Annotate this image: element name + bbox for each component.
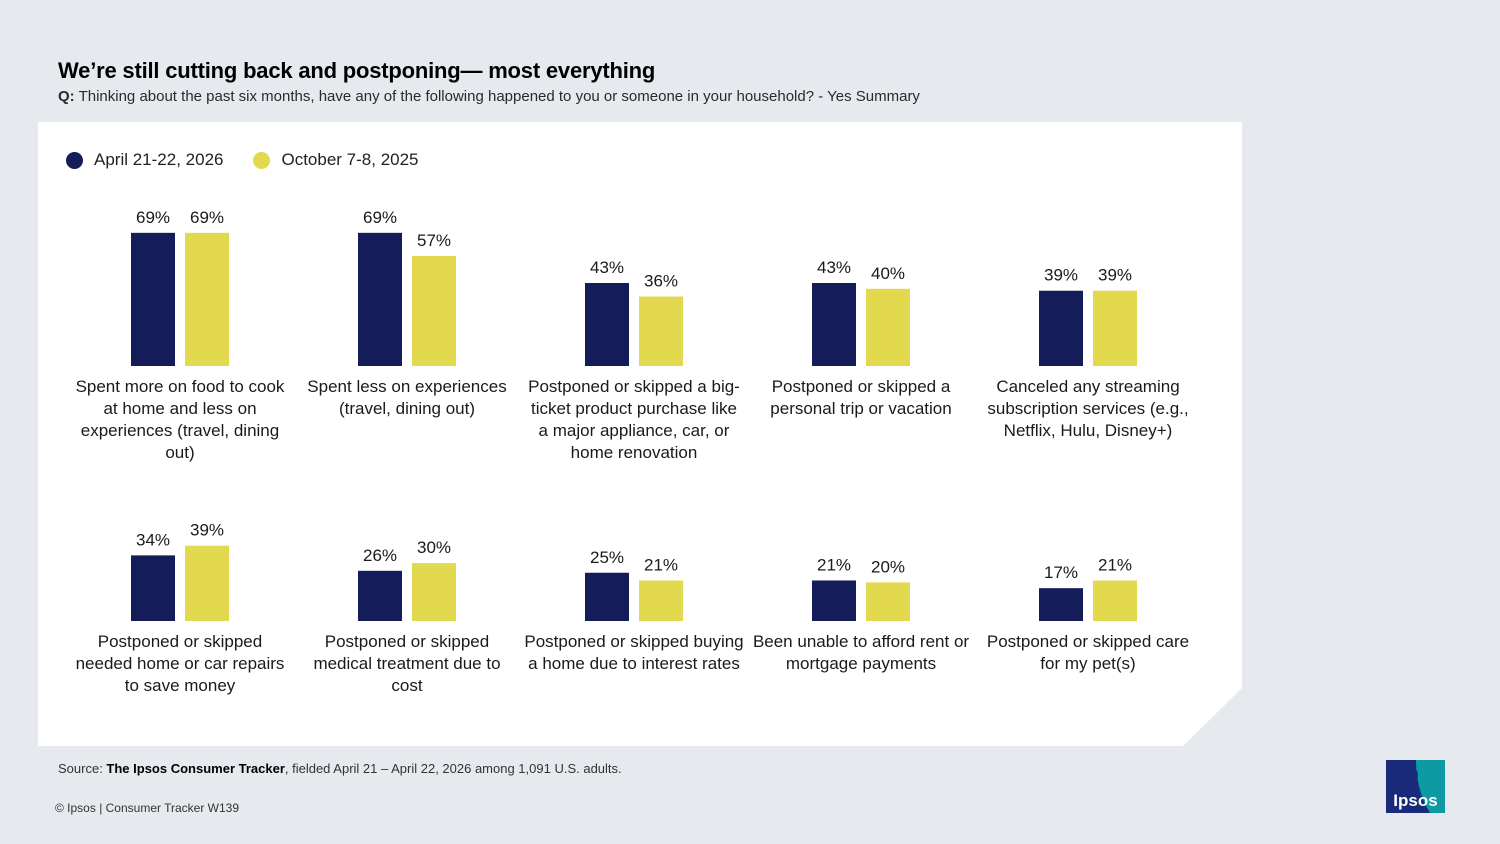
bar-october-7-8-2025-7: [412, 563, 456, 621]
source-name: The Ipsos Consumer Tracker: [106, 761, 285, 776]
bar-april-21-22-2026-3: [585, 283, 629, 366]
bar-october-7-8-2025-9: [866, 582, 910, 621]
data-label-april-21-22-2026-4: 43%: [817, 258, 851, 277]
bar-april-21-22-2026-2: [358, 232, 402, 366]
bar-april-21-22-2026-7: [358, 570, 402, 621]
chart-legend: April 21-22, 2026 October 7-8, 2025: [66, 148, 449, 172]
category-label-3: Postponed or skipped a big-ticket produc…: [528, 377, 740, 462]
bar-april-21-22-2026-6: [131, 555, 175, 621]
question-label: Q:: [58, 88, 75, 105]
chart-panel: [38, 122, 1242, 746]
category-label-10: Postponed or skipped care for my pet(s): [986, 632, 1190, 673]
data-label-april-21-22-2026-7: 26%: [363, 546, 397, 565]
bar-october-7-8-2025-4: [866, 288, 910, 366]
bar-october-7-8-2025-8: [639, 580, 683, 621]
data-label-april-21-22-2026-5: 39%: [1044, 266, 1078, 285]
bar-april-21-22-2026-9: [812, 580, 856, 621]
question-body: Thinking about the past six months, have…: [78, 88, 920, 105]
bar-october-7-8-2025-3: [639, 296, 683, 366]
data-label-april-21-22-2026-9: 21%: [817, 555, 851, 574]
source-suffix: , fielded April 21 – April 22, 2026 amon…: [284, 761, 622, 776]
category-label-2: Spent less on experiences (travel, dinin…: [307, 377, 507, 418]
bar-october-7-8-2025-1: [185, 232, 229, 366]
bar-april-21-22-2026-10: [1039, 588, 1083, 621]
data-label-october-7-8-2025-3: 36%: [644, 272, 678, 291]
source-prefix: Source:: [58, 761, 107, 776]
bar-april-21-22-2026-8: [585, 572, 629, 621]
data-label-april-21-22-2026-6: 34%: [136, 530, 170, 549]
data-label-april-21-22-2026-8: 25%: [590, 548, 624, 567]
bar-october-7-8-2025-5: [1093, 290, 1137, 366]
category-label-7: Postponed or skipped medical treatment d…: [313, 632, 501, 695]
data-label-october-7-8-2025-2: 57%: [417, 231, 451, 250]
data-label-october-7-8-2025-8: 21%: [644, 555, 678, 574]
logo-text: Ipsos: [1393, 791, 1437, 810]
legend-dot-2026: [66, 151, 83, 169]
source-note: Source: The Ipsos Consumer Tracker, fiel…: [58, 761, 622, 776]
legend-item-2026: April 21-22, 2026: [66, 150, 223, 170]
category-label-1: Spent more on food to cook at home and l…: [75, 377, 285, 462]
data-label-october-7-8-2025-6: 39%: [190, 521, 224, 540]
bar-april-21-22-2026-1: [131, 232, 175, 366]
category-label-6: Postponed or skipped needed home or car …: [75, 632, 285, 695]
legend-item-2025: October 7-8, 2025: [253, 150, 419, 170]
data-label-april-21-22-2026-10: 17%: [1044, 563, 1078, 582]
question-text: Q: Thinking about the past six months, h…: [58, 88, 920, 105]
bar-october-7-8-2025-2: [412, 255, 456, 366]
copyright-text: © Ipsos | Consumer Tracker W139: [55, 801, 240, 815]
data-label-october-7-8-2025-1: 69%: [190, 208, 224, 227]
data-label-april-21-22-2026-1: 69%: [136, 208, 170, 227]
data-label-october-7-8-2025-5: 39%: [1098, 266, 1132, 285]
bar-october-7-8-2025-10: [1093, 580, 1137, 621]
category-label-9: Been unable to afford rent or mortgage p…: [752, 632, 970, 673]
category-label-4: Postponed or skipped a personal trip or …: [770, 377, 952, 418]
data-label-april-21-22-2026-3: 43%: [590, 258, 624, 277]
ipsos-logo: Ipsos: [1386, 760, 1445, 813]
page-title: We’re still cutting back and postponing—…: [58, 58, 656, 83]
bar-april-21-22-2026-5: [1039, 290, 1083, 366]
category-label-8: Postponed or skipped buying a home due t…: [524, 632, 744, 673]
data-label-october-7-8-2025-10: 21%: [1098, 555, 1132, 574]
data-label-april-21-22-2026-2: 69%: [363, 208, 397, 227]
data-label-october-7-8-2025-9: 20%: [871, 557, 905, 576]
category-label-5: Canceled any streaming subscription serv…: [987, 377, 1189, 440]
bar-october-7-8-2025-6: [185, 545, 229, 621]
legend-dot-2025: [253, 151, 271, 169]
legend-label-2026: April 21-22, 2026: [94, 150, 224, 169]
legend-label-2025: October 7-8, 2025: [281, 150, 419, 169]
data-label-october-7-8-2025-7: 30%: [417, 538, 451, 557]
bar-april-21-22-2026-4: [812, 283, 856, 366]
data-label-october-7-8-2025-4: 40%: [871, 264, 905, 283]
